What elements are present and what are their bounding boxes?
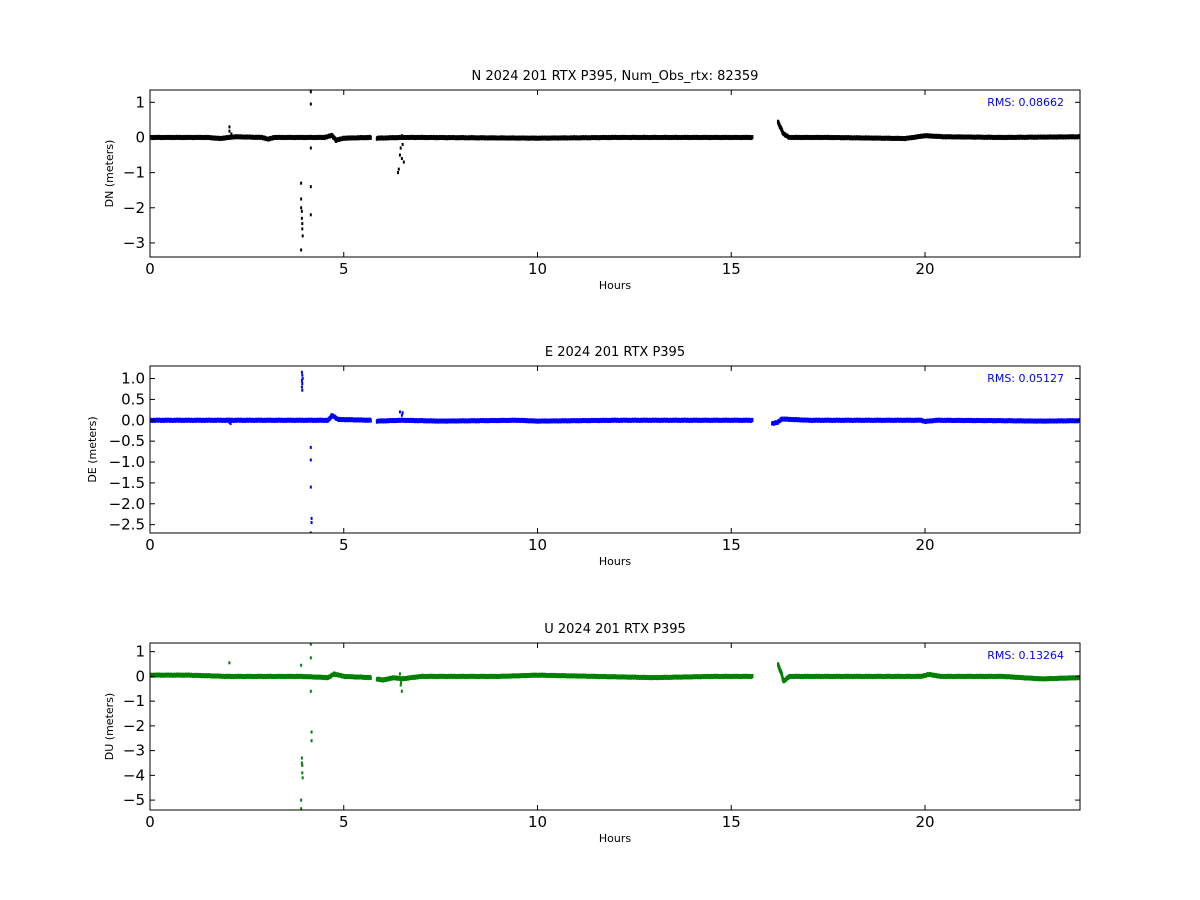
- n-outlier-point: [301, 227, 304, 231]
- n-outlier-point: [300, 248, 303, 252]
- n-x-tick-label: 20: [915, 260, 934, 278]
- n-outlier-point: [230, 132, 233, 136]
- n-outlier-point: [309, 185, 312, 189]
- n-outlier-point: [300, 209, 303, 213]
- e-series: [150, 370, 1080, 533]
- n-outlier-point: [309, 213, 312, 217]
- n-outlier-point: [300, 216, 303, 220]
- n-outlier-point: [397, 167, 400, 171]
- n-outlier-point: [301, 222, 304, 226]
- n-y-tick-label: 1: [135, 93, 145, 111]
- n-x-tick-label: 0: [145, 260, 155, 278]
- n-outlier-point: [400, 134, 403, 138]
- n-outlier-point: [300, 181, 303, 185]
- n-outlier-point: [228, 129, 231, 133]
- n-outlier-point: [399, 146, 402, 150]
- n-plot-title: N 2024 201 RTX P395, Num_Obs_rtx: 82359: [472, 69, 759, 84]
- n-outlier-point: [397, 171, 399, 175]
- n-outlier-point: [300, 206, 303, 210]
- n-outlier-point: [309, 90, 312, 94]
- n-outlier-point: [309, 146, 312, 150]
- e-plot-title: E 2024 201 RTX P395: [545, 345, 685, 360]
- n-data-point: [751, 135, 754, 140]
- n-outlier-point: [228, 125, 231, 129]
- n-series: [150, 90, 1080, 260]
- n-outlier-point: [300, 257, 302, 260]
- n-y-tick-label: −3: [123, 234, 145, 252]
- n-x-tick-label: 15: [722, 260, 741, 278]
- n-y-axis-label: DN (meters): [103, 140, 116, 208]
- n-outlier-point: [401, 142, 404, 146]
- n-x-tick-label: 10: [528, 260, 547, 278]
- n-outlier-point: [300, 197, 303, 201]
- n-rms-annotation: RMS: 0.08662: [987, 96, 1064, 109]
- e-data-point: [751, 417, 754, 422]
- n-x-tick-label: 5: [339, 260, 349, 278]
- n-outlier-point: [309, 102, 312, 106]
- n-y-tick-label: 0: [135, 128, 145, 146]
- n-plot-frame: [149, 89, 1081, 258]
- e-data-point: [369, 418, 372, 423]
- n-data-point: [369, 135, 372, 140]
- n-y-tick-label: −1: [123, 164, 145, 182]
- n-subplot: N 2024 201 RTX P395, Num_Obs_rtx: 82359 0…: [103, 69, 1081, 292]
- n-outlier-point: [402, 160, 405, 164]
- n-outlier-point: [398, 153, 401, 157]
- n-outlier-point: [400, 157, 403, 161]
- n-x-axis-label: Hours: [599, 279, 631, 292]
- n-y-tick-label: −2: [123, 199, 145, 217]
- n-outlier-point: [301, 234, 304, 238]
